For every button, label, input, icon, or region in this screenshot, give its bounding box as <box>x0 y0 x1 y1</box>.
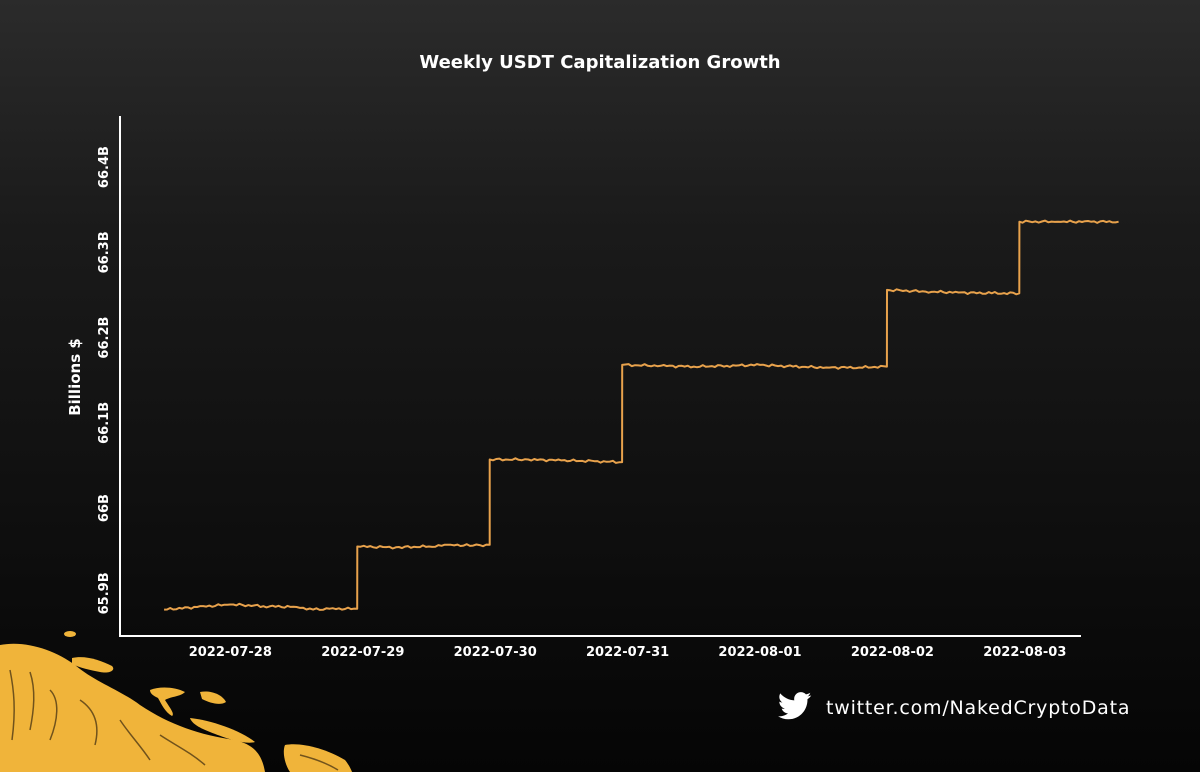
x-tick-label: 2022-08-02 <box>851 645 934 660</box>
y-tick-label: 66B <box>97 494 112 522</box>
x-tick-label: 2022-07-30 <box>454 645 537 660</box>
x-tick-label: 2022-07-28 <box>189 645 272 660</box>
x-tick-label: 2022-07-29 <box>321 645 404 660</box>
x-axis-ticks: 2022-07-28 2022-07-29 2022-07-30 2022-07-31… <box>189 645 1067 660</box>
y-axis-ticks: 65.9B 66B 66.1B 66.2B 66.3B 66.4B <box>97 146 112 614</box>
x-tick-label: 2022-08-03 <box>983 645 1066 660</box>
y-tick-label: 66.3B <box>97 231 112 273</box>
twitter-bird-icon <box>777 692 812 724</box>
x-tick-label: 2022-08-01 <box>718 645 801 660</box>
twitter-footer[interactable]: twitter.com/NakedCryptoData <box>777 692 1131 724</box>
y-axis-label: Billions $ <box>66 338 84 416</box>
y-tick-label: 66.1B <box>97 402 112 444</box>
y-tick-label: 65.9B <box>97 572 112 614</box>
twitter-handle-link[interactable]: twitter.com/NakedCryptoData <box>826 697 1131 719</box>
chart-title: Weekly USDT Capitalization Growth <box>419 52 780 73</box>
x-tick-label: 2022-07-31 <box>586 645 669 660</box>
y-tick-label: 66.2B <box>97 317 112 359</box>
series-group <box>164 219 1119 611</box>
y-tick-label: 66.4B <box>97 146 112 188</box>
series-line <box>164 219 1119 611</box>
